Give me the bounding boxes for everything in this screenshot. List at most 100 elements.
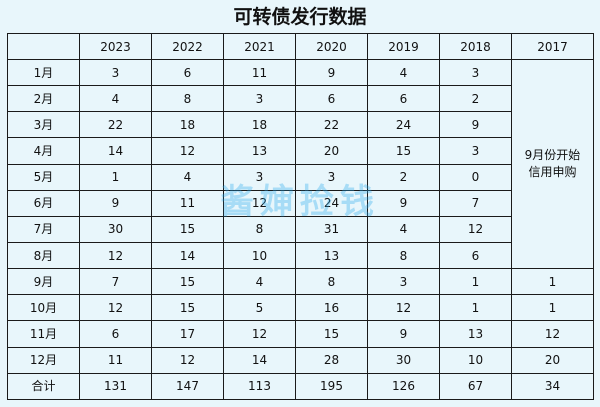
total-label: 合计 bbox=[7, 372, 80, 401]
table-cell: 12 bbox=[511, 320, 594, 348]
table-cell: 9 bbox=[79, 189, 152, 217]
table-cell: 6 bbox=[367, 85, 440, 113]
table-cell: 10 bbox=[439, 346, 512, 374]
month-label: 11月 bbox=[7, 320, 80, 348]
table-cell: 18 bbox=[223, 111, 296, 139]
table-cell: 5 bbox=[223, 294, 296, 322]
total-cell: 131 bbox=[79, 372, 152, 401]
page-title: 可转债发行数据 bbox=[233, 6, 367, 28]
table-cell: 9 bbox=[439, 111, 512, 139]
table-cell: 4 bbox=[367, 58, 440, 87]
table-cell: 11 bbox=[223, 58, 296, 87]
table-cell: 12 bbox=[151, 346, 224, 374]
table-cell: 14 bbox=[79, 137, 152, 165]
table-cell: 13 bbox=[295, 241, 368, 270]
table-cell: 12 bbox=[223, 320, 296, 348]
table-cell: 3 bbox=[439, 58, 512, 87]
table-cell: 3 bbox=[79, 58, 152, 87]
table-cell: 12 bbox=[151, 137, 224, 165]
table-cell: 13 bbox=[223, 137, 296, 165]
table-cell: 9 bbox=[367, 320, 440, 348]
header-cell: 2021 bbox=[223, 33, 296, 60]
table-cell: 22 bbox=[295, 111, 368, 139]
table-row: 1月 3 6 11 9 4 3 9月份开始信用申购 bbox=[7, 58, 594, 270]
month-label: 7月 bbox=[7, 215, 80, 243]
table-row: 7月 30 15 8 31 4 12 bbox=[7, 215, 594, 243]
table-cell: 3 bbox=[223, 85, 296, 113]
table-row: 2月 4 8 3 6 6 2 bbox=[7, 85, 594, 113]
header-cell bbox=[7, 33, 80, 60]
table-cell: 0 bbox=[439, 163, 512, 191]
month-label: 8月 bbox=[7, 241, 80, 270]
month-label: 5月 bbox=[7, 163, 80, 191]
total-cell: 147 bbox=[151, 372, 224, 401]
month-label: 2月 bbox=[7, 85, 80, 113]
table-cell: 8 bbox=[295, 268, 368, 296]
table-cell: 2 bbox=[367, 163, 440, 191]
table-row: 6月 9 11 12 24 9 7 bbox=[7, 189, 594, 217]
table-cell: 3 bbox=[295, 163, 368, 191]
month-label: 12月 bbox=[7, 346, 80, 374]
table-cell: 13 bbox=[439, 320, 512, 348]
table-row: 4月 14 12 13 20 15 3 bbox=[7, 137, 594, 165]
table-cell: 17 bbox=[151, 320, 224, 348]
table-header-row: 2023 2022 2021 2020 2019 2018 2017 bbox=[7, 33, 594, 60]
table-cell: 8 bbox=[151, 85, 224, 113]
table-cell: 31 bbox=[295, 215, 368, 243]
table-cell: 15 bbox=[151, 215, 224, 243]
month-label: 6月 bbox=[7, 189, 80, 217]
table-row: 8月 12 14 10 13 8 6 bbox=[7, 241, 594, 270]
table-row: 3月 22 18 18 22 24 9 bbox=[7, 111, 594, 139]
note-line: 信用申购 bbox=[528, 165, 577, 180]
table-cell: 9 bbox=[367, 189, 440, 217]
table-cell: 20 bbox=[295, 137, 368, 165]
table-cell: 12 bbox=[79, 294, 152, 322]
table-cell: 15 bbox=[367, 137, 440, 165]
table-cell: 24 bbox=[367, 111, 440, 139]
table-cell: 18 bbox=[151, 111, 224, 139]
table-cell: 3 bbox=[223, 163, 296, 191]
table-cell: 2 bbox=[439, 85, 512, 113]
table-cell: 1 bbox=[511, 268, 594, 296]
table-cell: 14 bbox=[223, 346, 296, 374]
table-cell: 8 bbox=[367, 241, 440, 270]
table-cell: 4 bbox=[79, 85, 152, 113]
table-cell: 16 bbox=[295, 294, 368, 322]
table-cell: 12 bbox=[367, 294, 440, 322]
total-row: 合计 131 147 113 195 126 67 34 bbox=[7, 372, 594, 401]
month-label: 1月 bbox=[7, 58, 80, 87]
table-cell: 15 bbox=[151, 294, 224, 322]
header-cell: 2017 bbox=[511, 33, 594, 60]
table-row: 9月 7 15 4 8 3 1 1 bbox=[7, 268, 594, 296]
table-row: 10月 12 15 5 16 12 1 1 bbox=[7, 294, 594, 322]
table-cell: 22 bbox=[79, 111, 152, 139]
total-cell: 113 bbox=[223, 372, 296, 401]
table-row: 11月 6 17 12 15 9 13 12 bbox=[7, 320, 594, 348]
table-cell: 14 bbox=[151, 241, 224, 270]
month-label: 4月 bbox=[7, 137, 80, 165]
table-row: 5月 1 4 3 3 2 0 bbox=[7, 163, 594, 191]
table-cell: 1 bbox=[439, 268, 512, 296]
table-cell: 4 bbox=[151, 163, 224, 191]
table-cell: 6 bbox=[295, 85, 368, 113]
table-cell: 7 bbox=[439, 189, 512, 217]
table-cell: 12 bbox=[79, 241, 152, 270]
note-2017: 9月份开始信用申购 bbox=[511, 58, 594, 270]
note-line: 9月份开始 bbox=[524, 148, 581, 163]
header-cell: 2022 bbox=[151, 33, 224, 60]
table-cell: 1 bbox=[511, 294, 594, 322]
table-cell: 6 bbox=[439, 241, 512, 270]
table-cell: 24 bbox=[295, 189, 368, 217]
table-cell: 8 bbox=[223, 215, 296, 243]
table-cell: 1 bbox=[79, 163, 152, 191]
header-cell: 2019 bbox=[367, 33, 440, 60]
table-cell: 1 bbox=[439, 294, 512, 322]
table-row: 12月 11 12 14 28 30 10 20 bbox=[7, 346, 594, 374]
table-cell: 11 bbox=[79, 346, 152, 374]
header-cell: 2018 bbox=[439, 33, 512, 60]
table-cell: 28 bbox=[295, 346, 368, 374]
table-cell: 30 bbox=[79, 215, 152, 243]
month-label: 3月 bbox=[7, 111, 80, 139]
table-cell: 11 bbox=[151, 189, 224, 217]
table-cell: 6 bbox=[151, 58, 224, 87]
